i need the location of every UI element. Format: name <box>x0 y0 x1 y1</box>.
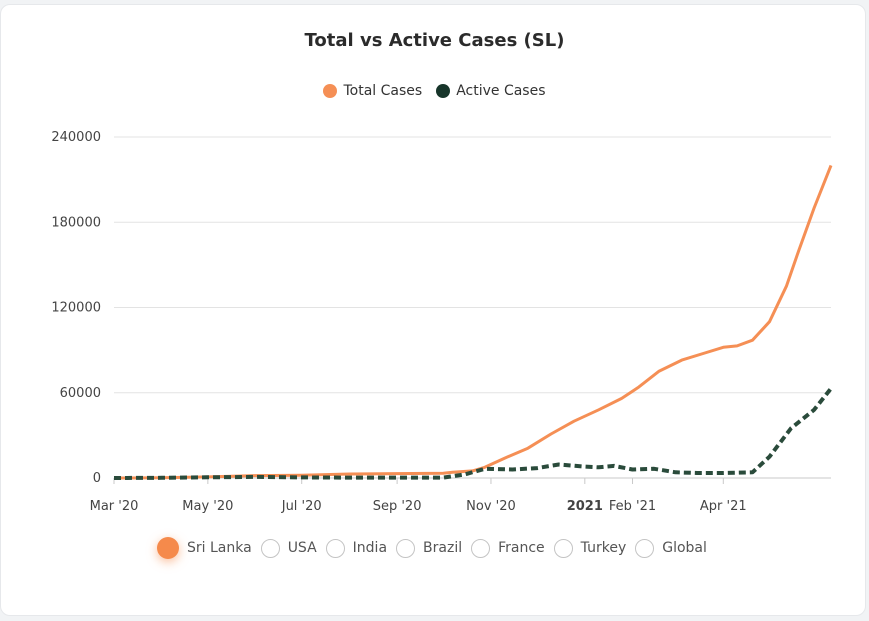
radio-checked-icon[interactable] <box>157 537 179 559</box>
y-tick-label: 0 <box>93 471 101 486</box>
line-chart: 0 60000 120000 180000 240000 Mar '20 May '20 Ju… <box>51 130 833 514</box>
country-label: USA <box>287 540 317 556</box>
chart-title: Total vs Active Cases (SL) <box>304 30 565 51</box>
x-tick-label: Mar '20 <box>90 499 139 514</box>
radio-unchecked-icon[interactable] <box>635 538 655 558</box>
country-option-turkey[interactable]: Turkey <box>553 538 627 558</box>
legend-item-active-cases[interactable]: Active Cases <box>436 83 546 99</box>
series-line-total-cases <box>113 164 833 480</box>
legend-dot-active-icon <box>436 84 451 98</box>
country-label: Sri Lanka <box>187 540 252 556</box>
country-option-brazil[interactable]: Brazil <box>396 538 463 558</box>
country-label: Turkey <box>580 540 627 556</box>
country-option-india[interactable]: India <box>325 538 388 558</box>
y-tick-label: 180000 <box>51 215 101 230</box>
country-option-global[interactable]: Global <box>635 538 707 558</box>
country-label: Global <box>662 540 707 556</box>
x-tick-label: Sep '20 <box>373 499 422 514</box>
y-tick-label: 120000 <box>51 301 101 316</box>
radio-unchecked-icon[interactable] <box>396 538 416 558</box>
x-tick-label: Apr '21 <box>700 499 747 514</box>
x-tick-label: Nov '20 <box>466 499 516 514</box>
y-tick-label: 240000 <box>51 130 101 145</box>
radio-unchecked-icon[interactable] <box>260 538 280 558</box>
radio-unchecked-icon[interactable] <box>553 538 573 558</box>
country-option-sri-lanka[interactable]: Sri Lanka <box>157 537 252 559</box>
country-label: India <box>352 540 388 556</box>
x-tick-label: Feb '21 <box>609 499 656 514</box>
legend-dot-total-icon <box>323 84 338 98</box>
country-label: Brazil <box>423 540 463 556</box>
country-option-france[interactable]: France <box>471 538 545 558</box>
series-line-active-cases <box>113 387 833 480</box>
x-tick-label: Jul '20 <box>281 499 322 514</box>
radio-unchecked-icon[interactable] <box>325 538 345 558</box>
chart-card <box>0 4 866 616</box>
legend-item-total-cases[interactable]: Total Cases <box>323 83 422 99</box>
country-selector: Sri Lanka USA India Brazil France Turkey Globa… <box>157 536 716 560</box>
y-tick-label: 60000 <box>60 386 101 401</box>
legend-label-total-cases: Total Cases <box>343 83 423 99</box>
country-option-usa[interactable]: USA <box>260 538 317 558</box>
legend-label-active-cases: Active Cases <box>456 83 546 99</box>
x-tick-label: 2021 <box>567 499 603 514</box>
x-tick-label: May '20 <box>182 499 233 514</box>
chart-legend: Total Cases Active Cases <box>0 83 869 99</box>
country-label: France <box>498 540 545 556</box>
radio-unchecked-icon[interactable] <box>471 538 491 558</box>
